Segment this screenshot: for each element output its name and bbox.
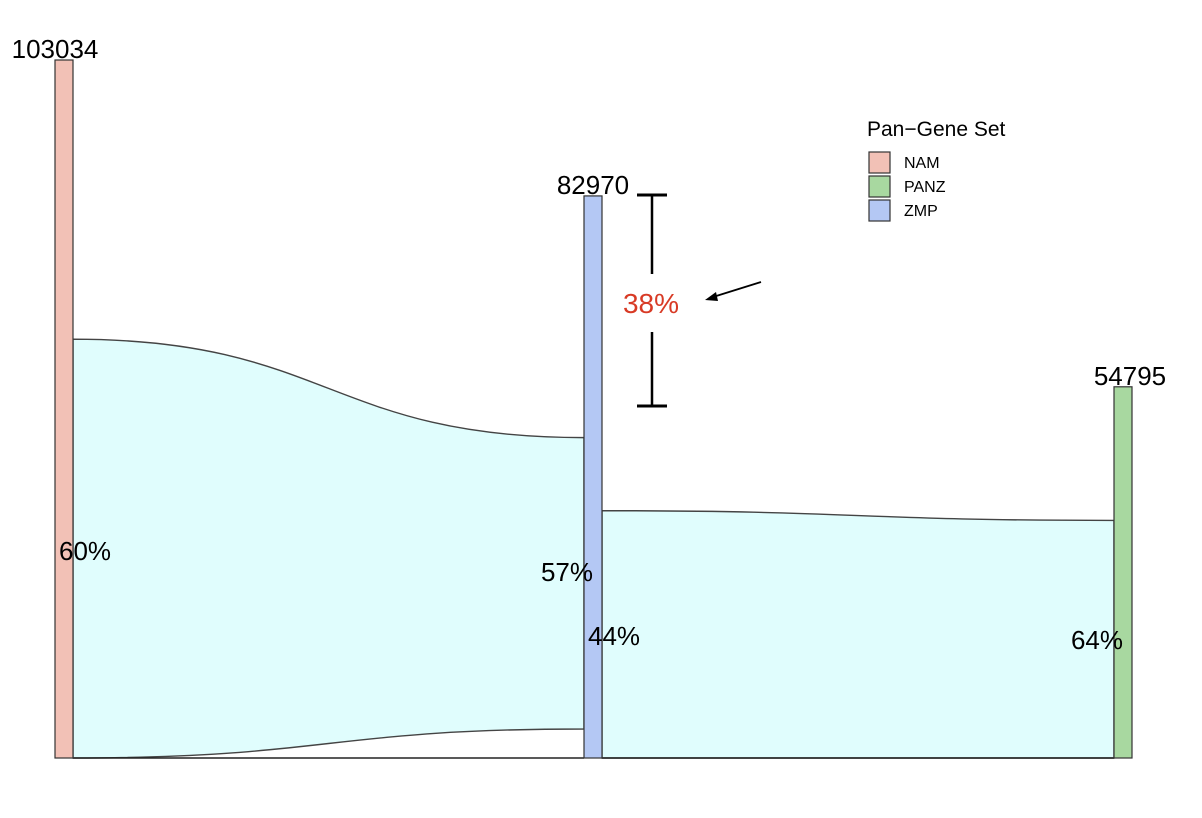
- flow-source-pct-label: 60%: [59, 536, 111, 566]
- legend-swatch-nam: [869, 152, 890, 173]
- flow-source-pct-label: 44%: [588, 621, 640, 651]
- node-bar-zmp: [584, 196, 602, 758]
- flow-target-pct-label: 64%: [1071, 625, 1123, 655]
- annotation-arrow: [705, 282, 761, 301]
- legend: Pan−Gene Set NAM PANZ ZMP: [867, 118, 1006, 221]
- flow-target-pct-label: 57%: [541, 557, 593, 587]
- legend-label-zmp: ZMP: [904, 203, 938, 220]
- annotation-label: 38%: [623, 288, 679, 319]
- annotation: 38%: [623, 195, 761, 406]
- legend-title: Pan−Gene Set: [867, 118, 1006, 141]
- node-total-label-zmp: 82970: [557, 170, 629, 200]
- legend-items: NAM PANZ ZMP: [869, 152, 946, 221]
- node-total-label-panz: 54795: [1094, 361, 1166, 391]
- flow-zmp-panz: [602, 511, 1114, 758]
- flow-nam-zmp: [73, 339, 584, 758]
- legend-label-nam: NAM: [904, 155, 940, 172]
- legend-swatch-zmp: [869, 200, 890, 221]
- legend-swatch-panz: [869, 176, 890, 197]
- node-bar-nam: [55, 60, 73, 758]
- node-bar-panz: [1114, 387, 1132, 758]
- legend-label-panz: PANZ: [904, 179, 946, 196]
- node-total-label-nam: 103034: [12, 34, 99, 64]
